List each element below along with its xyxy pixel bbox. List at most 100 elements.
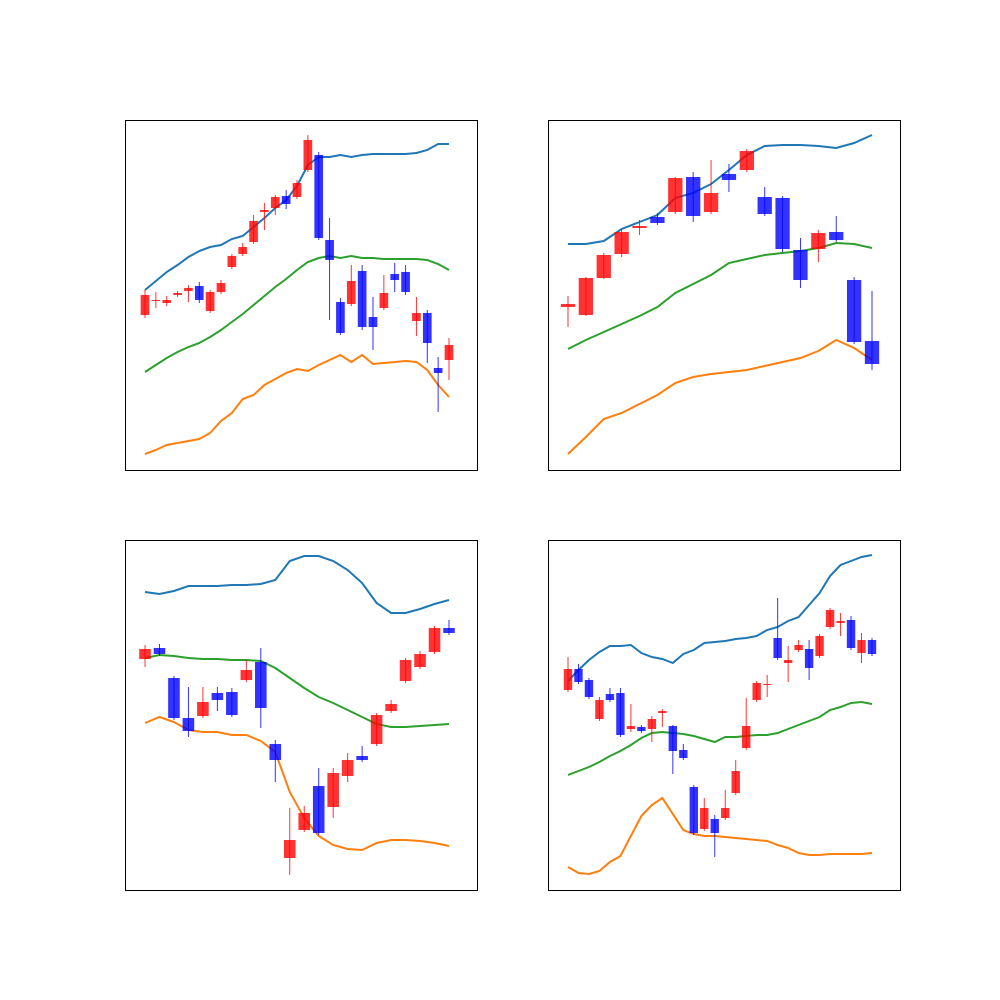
candle-body xyxy=(443,628,455,633)
candle-body xyxy=(578,278,594,315)
candle-body xyxy=(260,210,269,212)
band-line xyxy=(144,353,450,455)
candle-body xyxy=(140,295,150,315)
candle-body xyxy=(357,271,367,327)
candle-body xyxy=(752,683,761,700)
candle-body xyxy=(846,620,856,648)
candle-body xyxy=(560,304,576,307)
candle-body xyxy=(731,771,740,793)
candle-body xyxy=(390,274,400,280)
axes-frame xyxy=(548,120,901,471)
candle-body xyxy=(356,756,368,760)
band-line xyxy=(144,715,450,852)
candle-body xyxy=(658,711,667,713)
candle-body xyxy=(815,636,824,656)
candle-body xyxy=(336,302,345,333)
candle-body xyxy=(794,645,803,650)
candle-body xyxy=(238,247,248,254)
candle-body xyxy=(616,693,625,735)
candle-body xyxy=(226,692,238,715)
band-line xyxy=(567,700,873,776)
candle-body xyxy=(298,813,311,830)
candle-body xyxy=(292,183,302,197)
candle-body xyxy=(151,300,161,301)
candle-body xyxy=(153,648,166,654)
candle-body xyxy=(433,368,443,373)
candle-body xyxy=(574,669,583,682)
candle-body xyxy=(762,684,772,685)
candle-body xyxy=(846,280,862,342)
axes-frame xyxy=(548,540,901,891)
candle-body xyxy=(444,345,454,360)
candle-body xyxy=(370,715,383,744)
axes-frame xyxy=(125,120,478,471)
candle-body xyxy=(312,786,325,833)
candle-body xyxy=(867,640,877,654)
candle-body xyxy=(211,693,224,700)
candle-body xyxy=(596,255,611,278)
candle-body xyxy=(422,313,432,343)
candle-body xyxy=(605,694,615,700)
candle-body xyxy=(804,649,814,668)
candle-body xyxy=(721,808,730,818)
candle-body xyxy=(255,662,267,708)
candle-body xyxy=(379,293,389,308)
candle-body xyxy=(668,726,678,751)
candle-body xyxy=(742,726,751,748)
candle-body xyxy=(825,610,835,627)
candle-body xyxy=(584,680,594,697)
candle-body xyxy=(783,660,793,663)
band-line xyxy=(568,134,873,245)
candle-body xyxy=(414,654,426,667)
candle-body xyxy=(283,840,296,858)
candle-body xyxy=(686,177,701,216)
candle-body xyxy=(327,773,339,807)
candle-body xyxy=(168,678,180,718)
candle-body xyxy=(829,232,844,240)
candle-body xyxy=(864,341,880,364)
candle-body xyxy=(637,727,646,731)
candle-body xyxy=(679,750,688,758)
candle-body xyxy=(314,155,324,238)
candle-body xyxy=(401,272,410,292)
candle-body xyxy=(139,649,151,659)
candle-body xyxy=(703,193,719,212)
candle-body xyxy=(689,787,698,833)
axes-frame xyxy=(125,540,478,891)
candle-body xyxy=(269,744,282,760)
candle-body xyxy=(775,198,790,249)
candle-body xyxy=(563,669,573,690)
band-line xyxy=(144,254,450,373)
candle-body xyxy=(240,670,253,680)
candle-body xyxy=(595,700,604,719)
candle-body xyxy=(173,293,182,295)
candle-body xyxy=(281,196,291,204)
candle-body xyxy=(385,704,397,711)
candle-body xyxy=(650,217,665,223)
candle-body xyxy=(197,702,209,716)
candle-body xyxy=(270,197,280,208)
candle-body xyxy=(773,638,782,658)
candle-body xyxy=(811,233,826,249)
band-line xyxy=(567,796,873,876)
candle-body xyxy=(227,256,237,267)
candle-body xyxy=(184,288,193,291)
candle-body xyxy=(721,174,737,180)
candle-body xyxy=(182,718,195,731)
candle-body xyxy=(412,313,421,321)
candle-body xyxy=(249,221,258,242)
candle-body xyxy=(739,151,754,170)
candle-body xyxy=(341,760,354,776)
band-line xyxy=(567,338,873,455)
candle-body xyxy=(194,286,204,300)
candle-body xyxy=(428,628,441,652)
candle-body xyxy=(647,719,657,729)
candle-body xyxy=(668,178,683,212)
candle-body xyxy=(700,808,709,829)
candle-body xyxy=(303,140,313,170)
candle-body xyxy=(614,232,629,254)
candle-body xyxy=(836,621,845,623)
candle-body xyxy=(857,640,866,653)
